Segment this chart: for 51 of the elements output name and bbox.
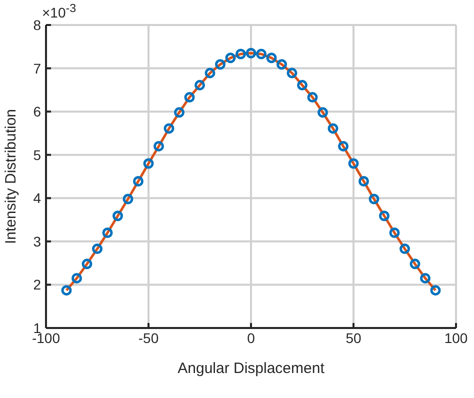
point xyxy=(92,244,102,254)
point xyxy=(112,210,123,222)
point xyxy=(276,59,287,70)
point xyxy=(286,68,298,78)
point xyxy=(328,123,338,134)
x-axis-title: Angular Displacement xyxy=(178,360,326,377)
point xyxy=(420,272,430,284)
point xyxy=(297,80,308,90)
y-tick-label: 8 xyxy=(33,16,42,33)
point xyxy=(194,80,205,90)
y-axis-title: Intensity Distribution xyxy=(2,108,20,244)
y-tick-label: 7 xyxy=(33,60,42,76)
point xyxy=(410,258,420,270)
point xyxy=(307,92,318,103)
point xyxy=(143,158,154,169)
point xyxy=(236,48,246,60)
point xyxy=(184,92,195,103)
x-tick-label: -50 xyxy=(138,330,159,346)
point xyxy=(102,228,113,238)
y-tick-label: 3 xyxy=(33,233,42,250)
point xyxy=(246,48,256,58)
x-tick-label: 100 xyxy=(444,330,468,346)
text: ×10$^{-3}$ xyxy=(42,2,76,21)
point xyxy=(215,59,226,70)
y-tick-label: 2 xyxy=(33,276,42,293)
point xyxy=(154,140,164,152)
y-tick-label: 6 xyxy=(33,104,42,120)
point xyxy=(133,176,144,187)
x-tick-label: 0 xyxy=(247,330,256,346)
point xyxy=(82,258,92,270)
point xyxy=(400,244,410,254)
point xyxy=(348,158,359,169)
x-tick-label: 50 xyxy=(346,330,362,346)
point xyxy=(174,107,184,118)
point xyxy=(266,52,277,64)
point xyxy=(225,52,236,64)
point xyxy=(379,210,390,222)
point xyxy=(368,194,380,204)
point xyxy=(256,48,266,60)
y-tick-label: 4 xyxy=(33,190,42,206)
point xyxy=(389,228,400,238)
y-tick-label: 5 xyxy=(33,146,42,163)
point xyxy=(338,140,348,152)
point xyxy=(204,68,216,78)
point xyxy=(358,176,369,187)
point xyxy=(318,107,328,118)
point xyxy=(61,285,72,296)
point xyxy=(72,272,82,284)
point xyxy=(122,194,134,204)
point xyxy=(430,285,441,296)
point xyxy=(164,123,174,134)
